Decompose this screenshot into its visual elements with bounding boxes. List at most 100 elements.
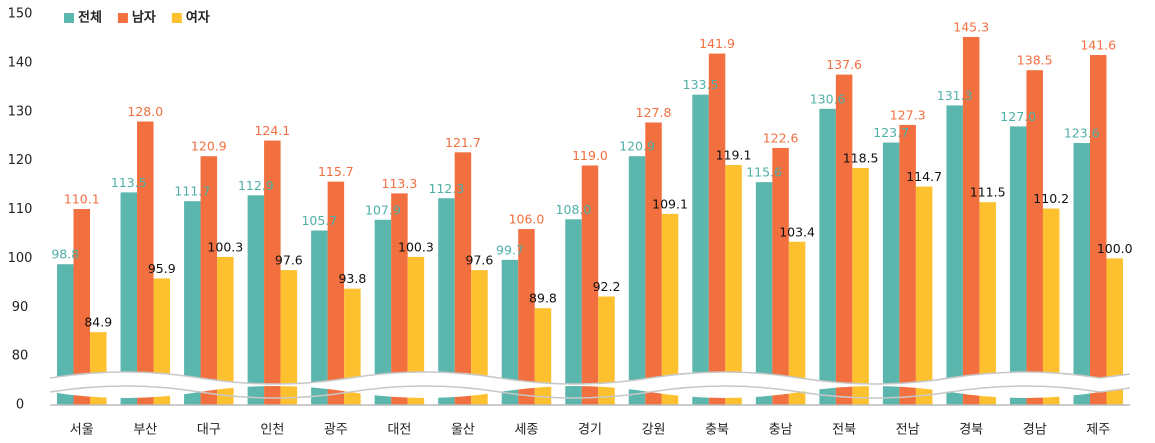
value-label: 112.9 xyxy=(238,178,274,193)
x-tick-label: 전북 xyxy=(832,423,856,438)
value-label: 115.6 xyxy=(746,165,782,180)
bar xyxy=(120,192,138,405)
x-tick-label: 부산 xyxy=(133,423,157,438)
value-label: 130.6 xyxy=(810,91,846,106)
value-label: 128.0 xyxy=(127,104,163,119)
value-label: 107.9 xyxy=(365,202,401,217)
bar xyxy=(311,230,328,405)
bar xyxy=(1089,55,1107,406)
value-label: 127.0 xyxy=(1000,109,1036,124)
value-label: 100.3 xyxy=(207,239,243,254)
bar xyxy=(581,165,599,405)
value-label: 115.7 xyxy=(318,164,354,179)
value-label: 145.3 xyxy=(953,19,989,34)
bar xyxy=(1042,208,1060,405)
value-label: 127.3 xyxy=(890,107,926,122)
bar xyxy=(247,195,265,405)
legend-swatch xyxy=(117,13,128,23)
x-tick-label: 대구 xyxy=(197,423,221,438)
bar xyxy=(598,296,615,405)
value-label: 109.1 xyxy=(652,196,688,211)
bar xyxy=(708,53,726,406)
value-label: 100.0 xyxy=(1097,241,1133,256)
bar xyxy=(200,156,218,405)
x-tick-label: 서울 xyxy=(70,423,94,438)
bar xyxy=(835,74,853,405)
value-label: 98.8 xyxy=(51,247,79,262)
bar xyxy=(534,308,552,405)
value-label: 99.7 xyxy=(496,242,524,257)
bar xyxy=(628,156,646,405)
value-label: 118.5 xyxy=(843,150,879,165)
x-tick-label: 충남 xyxy=(769,423,793,438)
x-tick-label: 경기 xyxy=(578,423,602,438)
value-label: 120.9 xyxy=(619,139,655,154)
bar xyxy=(661,213,679,405)
value-label: 114.7 xyxy=(906,169,942,184)
value-label: 137.6 xyxy=(826,57,862,72)
value-label: 141.9 xyxy=(699,36,735,51)
value-label: 97.6 xyxy=(466,253,494,268)
y-tick-label: 80 xyxy=(12,349,29,364)
bar xyxy=(518,229,535,405)
x-tick-label: 제주 xyxy=(1086,423,1110,438)
bar xyxy=(73,209,91,405)
x-tick-label: 인천 xyxy=(260,423,284,438)
y-tick-label: 100 xyxy=(8,251,33,266)
axis-break xyxy=(49,371,1131,399)
value-label: 112.3 xyxy=(429,181,465,196)
bar xyxy=(772,147,789,406)
value-label: 119.1 xyxy=(716,148,752,163)
bar xyxy=(819,108,836,405)
plot xyxy=(57,36,1123,406)
bar xyxy=(264,140,281,405)
value-label: 141.6 xyxy=(1080,38,1116,53)
y-tick-label: 150 xyxy=(8,7,33,22)
value-label: 111.7 xyxy=(174,184,210,199)
value-label: 127.8 xyxy=(636,105,672,120)
value-label: 93.8 xyxy=(338,271,366,286)
bar xyxy=(217,256,234,405)
bar xyxy=(692,94,709,406)
bar xyxy=(755,182,773,405)
y-tick-label: 90 xyxy=(12,300,29,315)
x-tick-label: 대전 xyxy=(387,423,411,438)
bar xyxy=(1009,126,1027,405)
value-label: 122.6 xyxy=(763,130,799,145)
bar xyxy=(137,121,154,406)
value-label: 108.0 xyxy=(556,202,592,217)
value-label: 123.6 xyxy=(1064,126,1100,141)
value-label: 111.5 xyxy=(970,185,1006,200)
labels: 0 80 90 100 110 120 130 140 150 서울 98.8 110.1 84.9 부산… xyxy=(8,7,1133,438)
y-tick-label: 130 xyxy=(8,104,33,119)
bar xyxy=(471,270,488,405)
y-tick-label: 120 xyxy=(8,153,33,168)
legend-swatch xyxy=(64,13,74,23)
x-tick-label: 경북 xyxy=(959,423,983,438)
y-tick-label: 0 xyxy=(16,398,24,413)
y-tick-label: 140 xyxy=(8,55,33,70)
x-tick-label: 울산 xyxy=(451,423,475,438)
bar xyxy=(438,198,455,405)
value-label: 110.1 xyxy=(64,192,100,207)
value-label: 89.8 xyxy=(529,291,557,306)
value-label: 113.3 xyxy=(382,176,418,191)
x-tick-label: 세종 xyxy=(515,423,539,438)
value-label: 138.5 xyxy=(1017,53,1053,68)
bar xyxy=(565,219,582,405)
bar xyxy=(374,219,392,405)
value-label: 92.2 xyxy=(593,279,621,294)
bar xyxy=(501,259,519,405)
bar xyxy=(788,241,806,405)
bar xyxy=(899,124,916,405)
value-label: 100.3 xyxy=(398,239,434,254)
bar xyxy=(391,193,408,405)
legend-label: 여자 xyxy=(186,10,210,26)
bar xyxy=(882,142,900,405)
value-label: 97.6 xyxy=(275,253,303,268)
break-line xyxy=(49,385,1131,399)
value-label: 123.7 xyxy=(873,125,909,140)
bar xyxy=(184,201,201,405)
value-label: 95.9 xyxy=(148,261,176,276)
bar xyxy=(1073,143,1090,405)
